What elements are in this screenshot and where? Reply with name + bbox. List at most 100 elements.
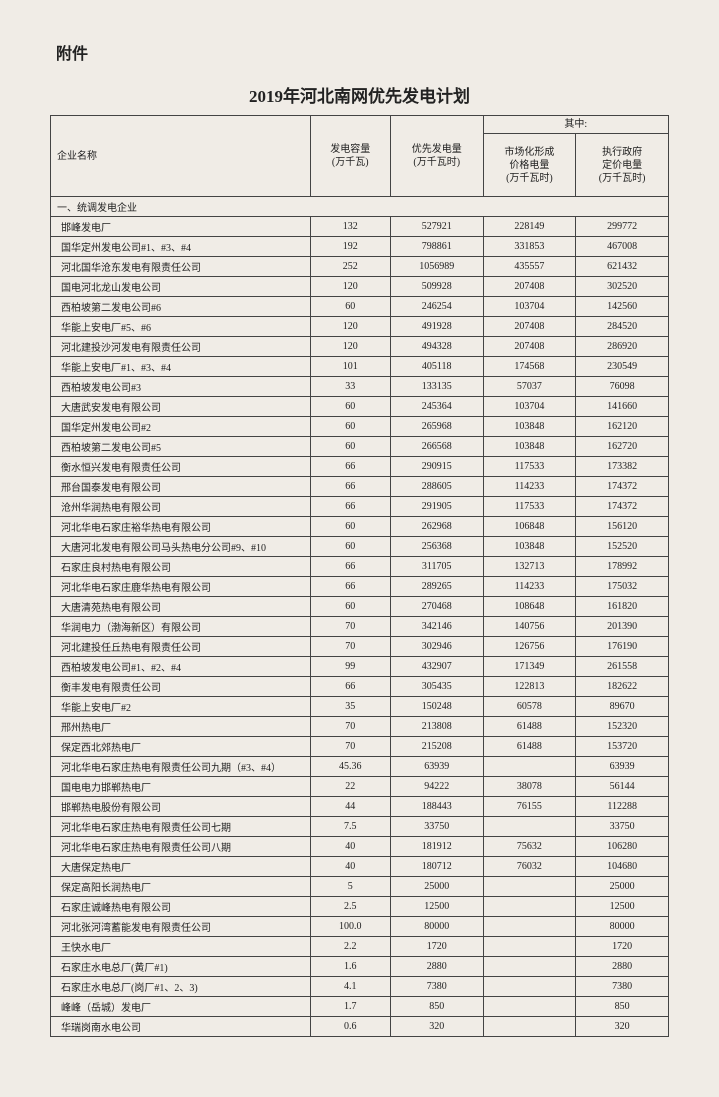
- cell-value: 103848: [483, 537, 576, 557]
- cell-value: 60: [310, 417, 390, 437]
- cell-value: 252: [310, 257, 390, 277]
- cell-value: 66: [310, 677, 390, 697]
- cell-value: 66: [310, 557, 390, 577]
- table-row: 石家庄良村热电有限公司66311705132713178992: [51, 557, 669, 577]
- cell-name: 衡水恒兴发电有限责任公司: [51, 457, 311, 477]
- cell-value: [483, 917, 576, 937]
- table-row: 河北华电石家庄热电有限责任公司八期4018191275632106280: [51, 837, 669, 857]
- cell-name: 河北国华沧东发电有限责任公司: [51, 257, 311, 277]
- cell-value: 133135: [390, 377, 483, 397]
- cell-value: 63939: [576, 757, 669, 777]
- table-row: 西柏坡第二发电公司#560266568103848162720: [51, 437, 669, 457]
- table-row: 西柏坡发电公司#1、#2、#499432907171349261558: [51, 657, 669, 677]
- table-row: 华能上安电厂#2351502486057889670: [51, 697, 669, 717]
- cell-value: 284520: [576, 317, 669, 337]
- table-row: 衡水恒兴发电有限责任公司66290915117533173382: [51, 457, 669, 477]
- cell-value: 60: [310, 597, 390, 617]
- cell-name: 西柏坡发电公司#3: [51, 377, 311, 397]
- cell-value: 66: [310, 497, 390, 517]
- cell-value: 40: [310, 857, 390, 877]
- cell-value: [483, 977, 576, 997]
- cell-value: 302946: [390, 637, 483, 657]
- cell-value: 80000: [576, 917, 669, 937]
- cell-value: 152320: [576, 717, 669, 737]
- cell-value: 33750: [390, 817, 483, 837]
- cell-name: 河北华电石家庄热电有限责任公司七期: [51, 817, 311, 837]
- cell-value: 112288: [576, 797, 669, 817]
- cell-value: 491928: [390, 317, 483, 337]
- cell-value: 180712: [390, 857, 483, 877]
- cell-name: 保定高阳长润热电厂: [51, 877, 311, 897]
- cell-value: 76032: [483, 857, 576, 877]
- table-row: 国华定州发电公司#1、#3、#4192798861331853467008: [51, 237, 669, 257]
- cell-value: 7380: [576, 977, 669, 997]
- cell-value: 432907: [390, 657, 483, 677]
- cell-value: 70: [310, 637, 390, 657]
- cell-value: 215208: [390, 737, 483, 757]
- table-row: 河北国华沧东发电有限责任公司2521056989435557621432: [51, 257, 669, 277]
- cell-name: 峰峰（岳城）发电厂: [51, 997, 311, 1017]
- cell-value: 61488: [483, 717, 576, 737]
- table-row: 大唐河北发电有限公司马头热电分公司#9、#1060256368103848152…: [51, 537, 669, 557]
- cell-value: 153720: [576, 737, 669, 757]
- cell-value: 57037: [483, 377, 576, 397]
- table-row: 河北华电石家庄鹿华热电有限公司66289265114233175032: [51, 577, 669, 597]
- cell-value: 182622: [576, 677, 669, 697]
- cell-value: 1.7: [310, 997, 390, 1017]
- cell-value: 70: [310, 717, 390, 737]
- cell-value: 132713: [483, 557, 576, 577]
- cell-value: 38078: [483, 777, 576, 797]
- cell-name: 河北华电石家庄裕华热电有限公司: [51, 517, 311, 537]
- cell-value: 60: [310, 517, 390, 537]
- cell-value: 494328: [390, 337, 483, 357]
- cell-value: 331853: [483, 237, 576, 257]
- cell-name: 华瑞岗南水电公司: [51, 1017, 311, 1037]
- cell-value: 174372: [576, 497, 669, 517]
- cell-value: 56144: [576, 777, 669, 797]
- cell-value: 261558: [576, 657, 669, 677]
- cell-value: 0.6: [310, 1017, 390, 1037]
- cell-value: 175032: [576, 577, 669, 597]
- cell-value: 63939: [390, 757, 483, 777]
- table-row: 国电河北龙山发电公司120509928207408302520: [51, 277, 669, 297]
- cell-value: 106280: [576, 837, 669, 857]
- cell-value: 228149: [483, 217, 576, 237]
- cell-value: 126756: [483, 637, 576, 657]
- table-row: 河北华电石家庄热电有限责任公司九期（#3、#4）45.366393963939: [51, 757, 669, 777]
- cell-value: 106848: [483, 517, 576, 537]
- table-row: 华能上安电厂#1、#3、#4101405118174568230549: [51, 357, 669, 377]
- cell-name: 邯郸热电股份有限公司: [51, 797, 311, 817]
- cell-value: 101: [310, 357, 390, 377]
- cell-value: 117533: [483, 497, 576, 517]
- table-row: 保定西北郊热电厂7021520861488153720: [51, 737, 669, 757]
- cell-value: 311705: [390, 557, 483, 577]
- cell-name: 邢州热电厂: [51, 717, 311, 737]
- cell-value: 621432: [576, 257, 669, 277]
- cell-value: 120: [310, 277, 390, 297]
- cell-value: 270468: [390, 597, 483, 617]
- cell-value: 527921: [390, 217, 483, 237]
- cell-name: 大唐清苑热电有限公司: [51, 597, 311, 617]
- cell-name: 西柏坡第二发电公司#6: [51, 297, 311, 317]
- cell-value: 94222: [390, 777, 483, 797]
- cell-value: 192: [310, 237, 390, 257]
- cell-value: [483, 877, 576, 897]
- cell-value: 173382: [576, 457, 669, 477]
- cell-value: 12500: [576, 897, 669, 917]
- cell-name: 邢台国泰发电有限公司: [51, 477, 311, 497]
- header-name: 企业名称: [51, 116, 311, 197]
- cell-name: 西柏坡发电公司#1、#2、#4: [51, 657, 311, 677]
- cell-value: 140756: [483, 617, 576, 637]
- cell-value: 246254: [390, 297, 483, 317]
- cell-value: 207408: [483, 337, 576, 357]
- table-row: 西柏坡发电公司#3331331355703776098: [51, 377, 669, 397]
- cell-value: 405118: [390, 357, 483, 377]
- table-row: 邢台国泰发电有限公司66288605114233174372: [51, 477, 669, 497]
- table-row: 石家庄水电总厂(黄厂#1)1.628802880: [51, 957, 669, 977]
- cell-value: 1720: [390, 937, 483, 957]
- cell-value: 89670: [576, 697, 669, 717]
- table-row: 石家庄诚峰热电有限公司2.51250012500: [51, 897, 669, 917]
- cell-value: 171349: [483, 657, 576, 677]
- cell-name: 石家庄水电总厂(黄厂#1): [51, 957, 311, 977]
- table-row: 沧州华润热电有限公司66291905117533174372: [51, 497, 669, 517]
